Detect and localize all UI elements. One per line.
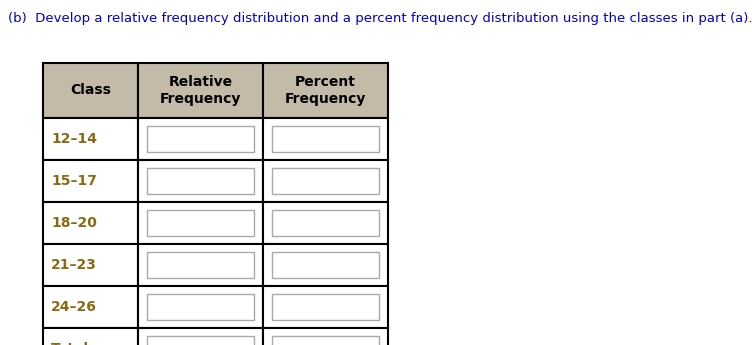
Bar (147, 252, 254, 278)
Bar (138, 118, 263, 160)
Bar (263, 202, 388, 244)
Bar (43, 63, 138, 118)
Text: Class: Class (70, 83, 111, 98)
Bar (43, 160, 138, 202)
Bar (147, 209, 254, 236)
Bar (43, 202, 138, 244)
Bar (271, 168, 379, 195)
Bar (138, 328, 263, 345)
Text: 24–26: 24–26 (51, 300, 97, 314)
Bar (43, 244, 138, 286)
Text: 18–20: 18–20 (51, 216, 97, 230)
Bar (271, 336, 379, 345)
Bar (138, 202, 263, 244)
Bar (138, 244, 263, 286)
Text: Relative
Frequency: Relative Frequency (160, 75, 241, 106)
Bar (138, 160, 263, 202)
Bar (147, 168, 254, 195)
Text: 12–14: 12–14 (51, 132, 97, 146)
Bar (271, 252, 379, 278)
Text: 21–23: 21–23 (51, 258, 97, 272)
Text: Percent
Frequency: Percent Frequency (285, 75, 366, 106)
Bar (271, 126, 379, 152)
Bar (271, 294, 379, 321)
Bar (147, 126, 254, 152)
Bar (271, 209, 379, 236)
Bar (147, 336, 254, 345)
Bar (138, 286, 263, 328)
Text: (b)  Develop a relative frequency distribution and a percent frequency distribut: (b) Develop a relative frequency distrib… (8, 12, 752, 25)
Bar (43, 286, 138, 328)
Text: Total: Total (51, 342, 89, 345)
Bar (263, 118, 388, 160)
Bar (147, 294, 254, 321)
Bar (263, 328, 388, 345)
Bar (263, 63, 388, 118)
Text: 15–17: 15–17 (51, 174, 97, 188)
Bar (263, 286, 388, 328)
Bar (263, 160, 388, 202)
Bar (43, 328, 138, 345)
Bar (138, 63, 263, 118)
Bar (263, 244, 388, 286)
Bar (43, 118, 138, 160)
